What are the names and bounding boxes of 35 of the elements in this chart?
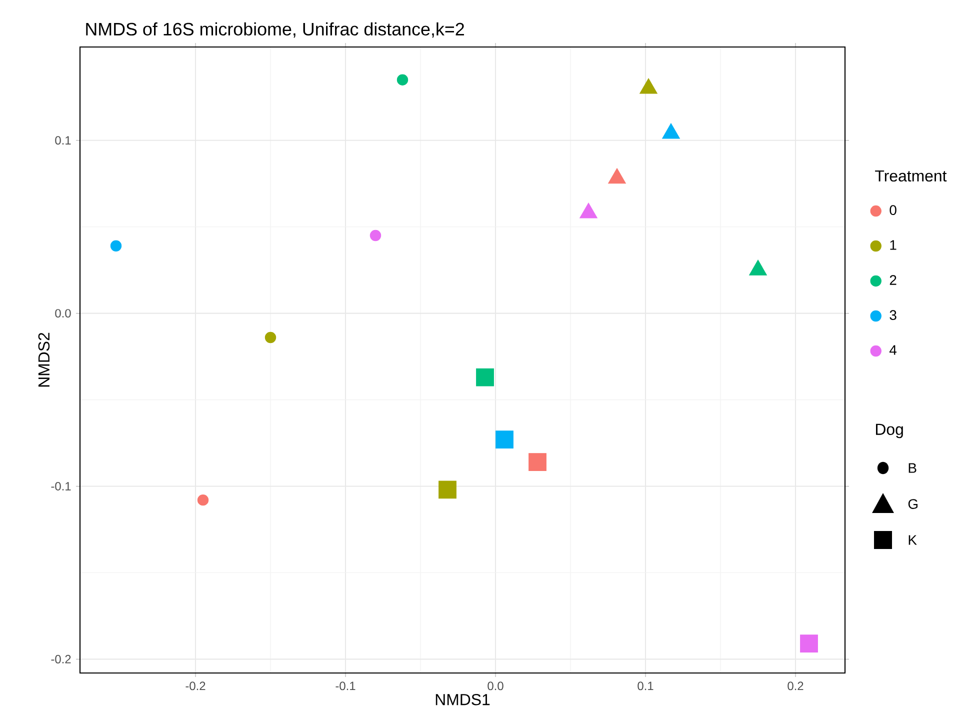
legend-label: 0 <box>890 205 896 216</box>
legend-title: Treatment <box>875 170 947 182</box>
point <box>528 453 546 471</box>
y-axis-title: NMDS2 <box>38 332 50 387</box>
x-tick-label: 0.2 <box>788 682 804 690</box>
text: K <box>908 535 917 545</box>
point <box>640 78 658 94</box>
point <box>476 368 494 386</box>
point <box>608 168 626 184</box>
legend-label: 3 <box>890 310 896 320</box>
point <box>800 634 818 653</box>
y-tick-label: -0.2 <box>51 654 71 664</box>
x-tick-label: -0.2 <box>186 682 206 690</box>
point <box>264 332 276 344</box>
point <box>580 202 598 218</box>
y-tick-label: 0.1 <box>55 136 71 145</box>
point <box>197 494 209 506</box>
legend-label: 1 <box>890 240 896 250</box>
x-axis-title: NMDS1 <box>436 694 490 706</box>
y-tick-label: -0.1 <box>51 482 71 490</box>
legend-label: 4 <box>890 345 897 355</box>
point <box>438 480 456 499</box>
legend-label: 2 <box>890 275 896 285</box>
point <box>110 240 122 252</box>
text: B <box>908 463 916 473</box>
text: Dog <box>876 424 903 438</box>
chart-title: NMDS of 16S microbiome, Unifrac distance,k=2 <box>86 22 464 38</box>
x-tick-label: -0.1 <box>336 682 356 690</box>
point <box>496 430 514 448</box>
point <box>662 123 680 139</box>
y-tick-label: 0.0 <box>55 309 71 318</box>
point <box>749 260 767 276</box>
x-tick-label: 0.0 <box>488 682 504 690</box>
text: G <box>908 499 918 509</box>
x-tick-label: 0.1 <box>638 682 654 690</box>
